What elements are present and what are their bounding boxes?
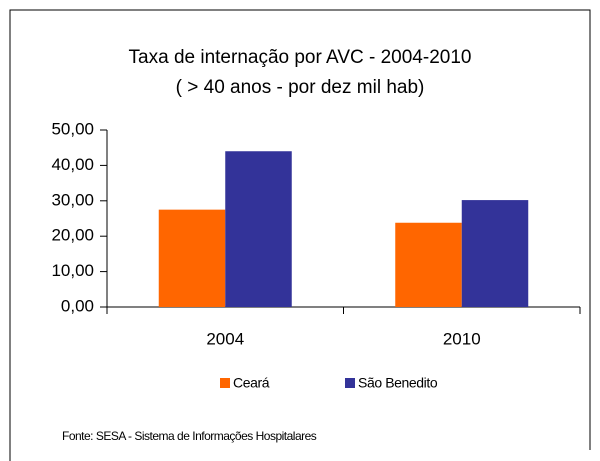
x-tick-label: 2010 [443,329,481,348]
y-tick-label: 40,00 [51,155,94,174]
y-tick-label: 30,00 [51,190,94,209]
legend-swatch [220,378,230,388]
bar [395,222,462,307]
y-tick-label: 0,00 [61,296,94,315]
source-note: Fonte: SESA - Sistema de Informações Hos… [62,429,317,443]
frame [9,9,591,461]
y-tick-label: 10,00 [51,261,94,280]
x-tick-label: 2004 [206,329,244,348]
bar [225,151,292,307]
chart-title: Taxa de internação por AVC - 2004-2010 [129,47,472,68]
bar [461,200,529,307]
chart-subtitle: ( > 40 anos - por dez mil hab) [176,77,425,98]
legend-swatch [345,378,355,388]
legend-label: São Benedito [358,375,438,391]
y-tick-label: 20,00 [51,226,94,245]
bar [158,209,226,307]
legend-label: Ceará [233,375,270,391]
y-tick-label: 50,00 [51,119,94,138]
